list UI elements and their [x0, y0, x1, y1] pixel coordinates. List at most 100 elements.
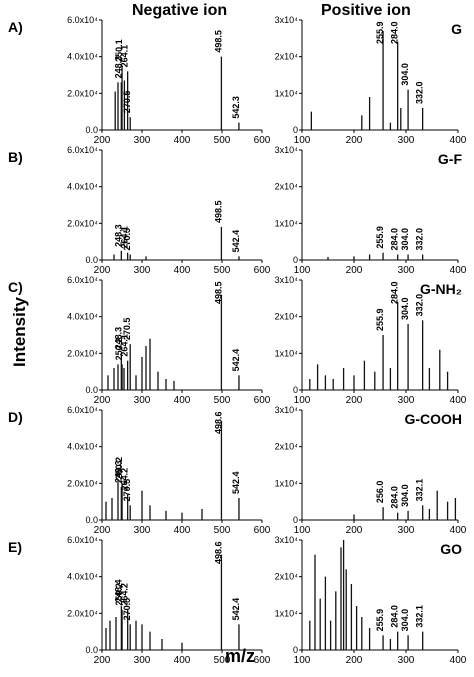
panel-c-negative-y-tick-label: 2.0x10⁴ [67, 348, 98, 358]
panel-b-positive-y-tick-label: 3x10⁴ [275, 145, 299, 155]
panel-a-positive-peak-label: 304.0 [400, 63, 410, 86]
panel-e-negative-x-tick-label: 500 [214, 655, 231, 666]
panel-a-negative-y-tick-label: 4.0x10⁴ [67, 52, 98, 62]
negative-ion-header: Negative ion [132, 2, 228, 19]
panel-c-positive-x-tick-label: 300 [398, 395, 415, 406]
panel-b-sample-name: G-F [438, 151, 463, 167]
panel-d-negative-y-tick-label: 4.0x10⁴ [67, 442, 98, 452]
panel-e-negative-peak-label: 542.4 [231, 598, 241, 621]
panel-c-negative-x-tick-label: 500 [214, 395, 231, 406]
panel-d-positive-peak-label: 256.0 [375, 481, 385, 504]
panel-d-sample-name: G-COOH [404, 411, 462, 427]
panel-b-negative-x-tick-label: 400 [174, 265, 191, 276]
panel-c-positive-y-tick-label: 2x10⁴ [275, 312, 299, 322]
panel-d-positive-peak-label: 284.0 [390, 486, 400, 509]
panel-a-positive-y-tick-label: 1x10⁴ [275, 88, 299, 98]
panel-d-positive-x-tick-label: 200 [346, 525, 363, 536]
panel-a-negative-y-tick-label: 6.0x10⁴ [67, 15, 98, 25]
panel-a-negative-peak-label: 270.5 [122, 91, 132, 114]
panel-e-negative-y-tick-label: 0.0 [85, 645, 98, 655]
panel-e-negative-y-tick-label: 2.0x10⁴ [67, 608, 98, 618]
panel-e-positive-peak-label: 304.0 [400, 609, 410, 632]
panel-b-positive-peak-label: 284.0 [390, 228, 400, 251]
panel-b-letter: B) [8, 149, 23, 165]
panel-e-positive-x-tick-label: 200 [346, 655, 363, 666]
panel-d-positive-x-tick-label: 100 [294, 525, 311, 536]
panel-e-negative-y-tick-label: 4.0x10⁴ [67, 572, 98, 582]
y-axis-label: Intensity [10, 297, 29, 367]
panel-b-negative-peak-label: 264.1 [120, 226, 130, 249]
panel-d-positive-y-tick-label: 3x10⁴ [275, 405, 299, 415]
panel-e-positive-y-tick-label: 1x10⁴ [275, 608, 299, 618]
panel-e-negative-peak-label: 250.2 [114, 583, 124, 606]
panel-a-negative-peak-label: 498.5 [213, 30, 223, 53]
panel-c-positive-x-tick-label: 100 [294, 395, 311, 406]
panel-d-negative-peak-label: 248.3 [113, 460, 123, 483]
panel-e-letter: E) [8, 539, 22, 555]
panel-d-negative-peak-label: 250.2 [114, 457, 124, 480]
panel-c-positive-peak-label: 284.0 [390, 281, 400, 304]
panel-d-negative-peak-label: 270.5 [122, 479, 132, 502]
panel-d-positive-y-tick-label: 2x10⁴ [275, 442, 299, 452]
panel-c-negative-y-tick-label: 0.0 [85, 385, 98, 395]
panel-e-negative-y-tick-label: 6.0x10⁴ [67, 535, 98, 545]
panel-c-negative-x-tick-label: 600 [254, 395, 271, 406]
panel-d-negative-peak-label: 264.2 [120, 468, 130, 491]
panel-e-sample-name: GO [440, 541, 462, 557]
panel-a-negative-x-tick-label: 600 [254, 135, 271, 146]
panel-b-positive-y-tick-label: 1x10⁴ [275, 218, 299, 228]
panel-a-positive-x-tick-label: 300 [398, 135, 415, 146]
panel-c-positive-y-tick-label: 1x10⁴ [275, 348, 299, 358]
panel-b-negative-peak-label: 270.5 [122, 228, 132, 251]
panel-b-negative-x-tick-label: 600 [254, 265, 271, 276]
panel-b-positive-x-tick-label: 400 [450, 265, 467, 276]
panel-c-positive-peak-label: 304.0 [400, 297, 410, 320]
panel-a-negative-x-tick-label: 400 [174, 135, 191, 146]
panel-e-positive-x-tick-label: 100 [294, 655, 311, 666]
panel-d-negative-y-tick-label: 6.0x10⁴ [67, 405, 98, 415]
panel-d-negative-x-tick-label: 400 [174, 525, 191, 536]
panel-b-negative-y-tick-label: 4.0x10⁴ [67, 182, 98, 192]
panel-e-negative-peak-label: 248.4 [113, 579, 123, 602]
panel-e-positive-x-tick-label: 300 [398, 655, 415, 666]
panel-b-positive-x-tick-label: 200 [346, 265, 363, 276]
panel-e-positive-y-tick-label: 2x10⁴ [275, 572, 299, 582]
panel-b-negative-x-tick-label: 500 [214, 265, 231, 276]
panel-c-positive-x-tick-label: 200 [346, 395, 363, 406]
panel-c-negative-peak-label: 248.3 [113, 327, 123, 350]
panel-b-positive-peak-label: 255.9 [375, 226, 385, 249]
panel-d-positive-peak-label: 332.1 [415, 479, 425, 502]
panel-d-negative-x-tick-label: 500 [214, 525, 231, 536]
panel-e-negative-x-tick-label: 400 [174, 655, 191, 666]
panel-b-positive-x-tick-label: 300 [398, 265, 415, 276]
panel-c-negative-peak-label: 264.1 [120, 334, 130, 357]
panel-c-negative-peak-label: 270.5 [122, 318, 132, 341]
panel-b-positive-y-tick-label: 0 [293, 255, 298, 265]
panel-b-positive-y-tick-label: 2x10⁴ [275, 182, 299, 192]
panel-b-negative-peak-label: 542.4 [231, 230, 241, 253]
panel-a-positive-x-tick-label: 400 [450, 135, 467, 146]
panel-c-negative-x-tick-label: 300 [134, 395, 151, 406]
panel-c-negative-peak-label: 498.5 [213, 281, 223, 304]
panel-c-positive-peak-label: 332.0 [415, 294, 425, 317]
panel-c-positive-x-tick-label: 400 [450, 395, 467, 406]
panel-c-negative-peak-label: 250.2 [114, 338, 124, 361]
panel-a-positive-x-tick-label: 200 [346, 135, 363, 146]
panel-a-positive-peak-label: 255.9 [375, 21, 385, 44]
panel-a-letter: A) [8, 19, 23, 35]
panel-c-negative-x-tick-label: 400 [174, 395, 191, 406]
panel-a-negative-y-tick-label: 0.0 [85, 125, 98, 135]
panel-d-positive-y-tick-label: 1x10⁴ [275, 478, 299, 488]
panel-b-positive-peak-label: 332.0 [415, 228, 425, 251]
panel-b-positive-x-tick-label: 100 [294, 265, 311, 276]
panel-b-negative-peak-label: 498.5 [213, 200, 223, 223]
panel-e-negative-peak-label: 264.2 [120, 583, 130, 606]
panel-e-negative-x-tick-label: 300 [134, 655, 151, 666]
panel-c-positive-peak-label: 255.9 [375, 308, 385, 331]
panel-a-negative-peak-label: 250.1 [114, 39, 124, 62]
panel-d-positive-peak-label: 304.0 [400, 484, 410, 507]
panel-e-positive-peak-label: 255.9 [375, 609, 385, 632]
panel-c-positive-y-tick-label: 3x10⁴ [275, 275, 299, 285]
panel-d-negative-y-tick-label: 2.0x10⁴ [67, 478, 98, 488]
positive-ion-header: Positive ion [321, 2, 411, 19]
